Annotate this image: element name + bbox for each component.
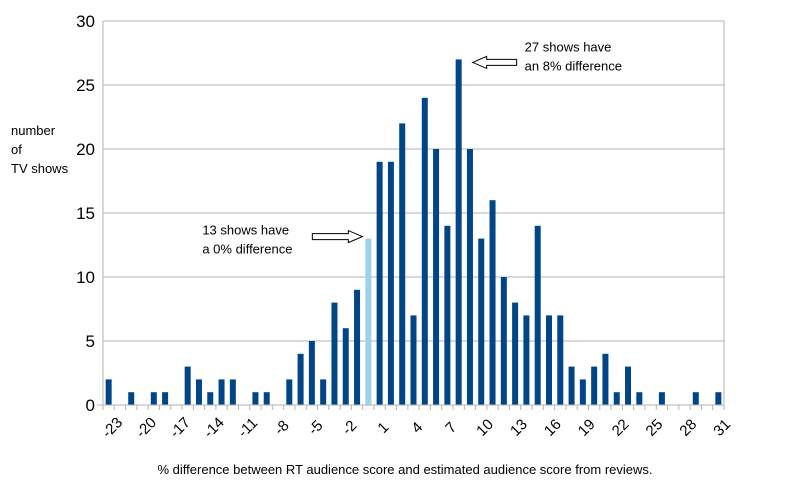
y-axis-title-line: TV shows bbox=[11, 161, 69, 176]
annotation-text: a 0% difference bbox=[202, 242, 292, 257]
bars bbox=[105, 59, 722, 406]
bar bbox=[591, 366, 598, 405]
bar bbox=[478, 238, 485, 405]
bar bbox=[410, 315, 417, 405]
x-tick-label: -11 bbox=[235, 415, 262, 442]
x-tick-label: 10 bbox=[473, 416, 497, 440]
bar bbox=[545, 315, 552, 405]
bar bbox=[602, 353, 609, 405]
bar bbox=[636, 392, 643, 405]
y-tick-label: 25 bbox=[76, 76, 95, 95]
bar bbox=[229, 379, 236, 405]
annotation-text: 13 shows have bbox=[202, 223, 289, 238]
bar bbox=[658, 392, 665, 405]
bar bbox=[331, 302, 338, 405]
bar bbox=[150, 392, 157, 405]
y-tick-label: 15 bbox=[76, 204, 95, 223]
x-tick-label: 22 bbox=[609, 416, 633, 440]
bar bbox=[286, 379, 293, 405]
annotation-text: an 8% difference bbox=[525, 58, 622, 73]
bar bbox=[579, 379, 586, 405]
annotation: 13 shows have a 0% difference bbox=[202, 223, 364, 257]
x-tick-label: -14 bbox=[200, 414, 227, 441]
bar bbox=[184, 366, 191, 405]
x-tick-label: -17 bbox=[167, 414, 194, 441]
bar bbox=[252, 392, 259, 405]
bar bbox=[613, 392, 620, 405]
annotations: 27 shows have an 8% difference 13 shows ha… bbox=[202, 39, 622, 256]
bar bbox=[489, 200, 496, 405]
bar bbox=[263, 392, 270, 405]
y-tick-label: 0 bbox=[86, 396, 95, 415]
x-tick-label: -2 bbox=[339, 417, 360, 438]
bar bbox=[466, 149, 473, 405]
y-tick-label: 5 bbox=[86, 332, 95, 351]
y-axis-title: number of TV shows bbox=[11, 123, 69, 176]
bar bbox=[320, 379, 327, 405]
bar bbox=[354, 289, 361, 405]
axes bbox=[97, 21, 725, 410]
bar bbox=[523, 315, 530, 405]
x-tick-label: -5 bbox=[305, 417, 326, 438]
x-tick-label: 1 bbox=[374, 419, 392, 437]
x-axis-title: % difference between RT audience score a… bbox=[158, 462, 653, 477]
bar bbox=[297, 353, 304, 405]
x-tick-label: -23 bbox=[99, 414, 126, 441]
bar-highlighted bbox=[365, 238, 372, 405]
bar bbox=[162, 392, 169, 405]
bar bbox=[342, 328, 349, 405]
y-axis-title-line: of bbox=[11, 142, 22, 157]
annotation-text: 27 shows have bbox=[525, 39, 612, 54]
bar bbox=[128, 392, 135, 405]
y-tick-label: 20 bbox=[76, 140, 95, 159]
bar bbox=[308, 341, 315, 405]
x-tick-label: 4 bbox=[408, 419, 426, 437]
x-tick-label: 28 bbox=[676, 416, 700, 440]
bar bbox=[444, 225, 451, 405]
x-tick-label: 25 bbox=[643, 416, 667, 440]
x-tick-label: -8 bbox=[271, 417, 292, 438]
x-tick-label: -20 bbox=[133, 414, 160, 441]
bar bbox=[218, 379, 225, 405]
bar bbox=[692, 392, 699, 405]
annotation-arrow-icon bbox=[471, 55, 518, 70]
bar bbox=[625, 366, 632, 405]
y-tick-labels: 0 5 10 15 20 25 30 bbox=[76, 12, 95, 415]
bar bbox=[568, 366, 575, 405]
bar bbox=[512, 302, 519, 405]
annotation: 27 shows have an 8% difference bbox=[471, 39, 622, 73]
bar bbox=[387, 161, 394, 405]
annotation-arrow-icon bbox=[311, 229, 364, 244]
bar bbox=[455, 59, 462, 406]
x-tick-label: 13 bbox=[507, 416, 531, 440]
bar bbox=[421, 97, 428, 406]
x-tick-label: 16 bbox=[541, 416, 565, 440]
bar bbox=[207, 392, 214, 405]
y-tick-label: 30 bbox=[76, 12, 95, 31]
bar bbox=[399, 123, 406, 406]
y-tick-label: 10 bbox=[76, 268, 95, 287]
bar bbox=[195, 379, 202, 405]
bar bbox=[715, 392, 722, 405]
bar bbox=[534, 225, 541, 405]
bar bbox=[433, 149, 440, 405]
bar bbox=[105, 379, 112, 405]
y-axis-title-line: number bbox=[11, 123, 56, 138]
bar bbox=[376, 161, 383, 405]
x-tick-label: 31 bbox=[710, 416, 734, 440]
x-tick-label: 19 bbox=[575, 416, 599, 440]
bar bbox=[500, 277, 507, 405]
gridlines bbox=[103, 20, 724, 342]
x-tick-labels: -23 -20 -17 -14 -11 -8 -5 -2 1 4 7 10 13 16 19 22 25 28 31 bbox=[99, 414, 734, 441]
x-tick-label: 7 bbox=[442, 419, 460, 437]
bar bbox=[557, 315, 564, 405]
